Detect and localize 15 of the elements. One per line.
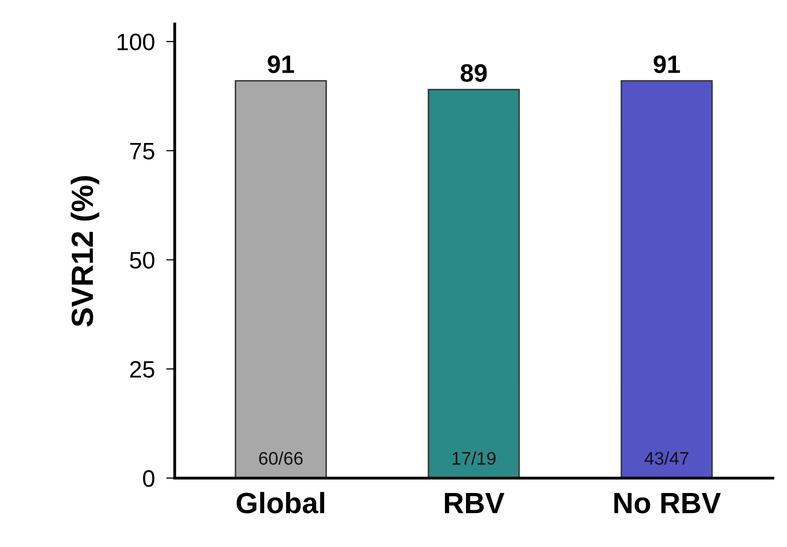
x-tick-label: Global — [236, 492, 324, 514]
x-tick-label: No RBV — [614, 493, 721, 514]
y-axis-title: SVR12 (%) — [70, 176, 100, 327]
data-label: 91 — [268, 55, 294, 74]
annotation: 43/47 — [644, 452, 688, 465]
y-tick-label: 100 — [118, 34, 154, 50]
data-label: 91 — [654, 55, 680, 74]
y-tick-label: 75 — [130, 142, 154, 160]
data-label: 89 — [460, 64, 487, 82]
annotation: 60/66 — [259, 452, 303, 465]
annotation: 17/19 — [452, 452, 496, 465]
y-tick-label: 25 — [130, 361, 154, 378]
y-tick-label: 50 — [130, 252, 154, 269]
y-tick-label: 0 — [143, 470, 154, 487]
x-tick-label: RBV — [444, 493, 504, 514]
